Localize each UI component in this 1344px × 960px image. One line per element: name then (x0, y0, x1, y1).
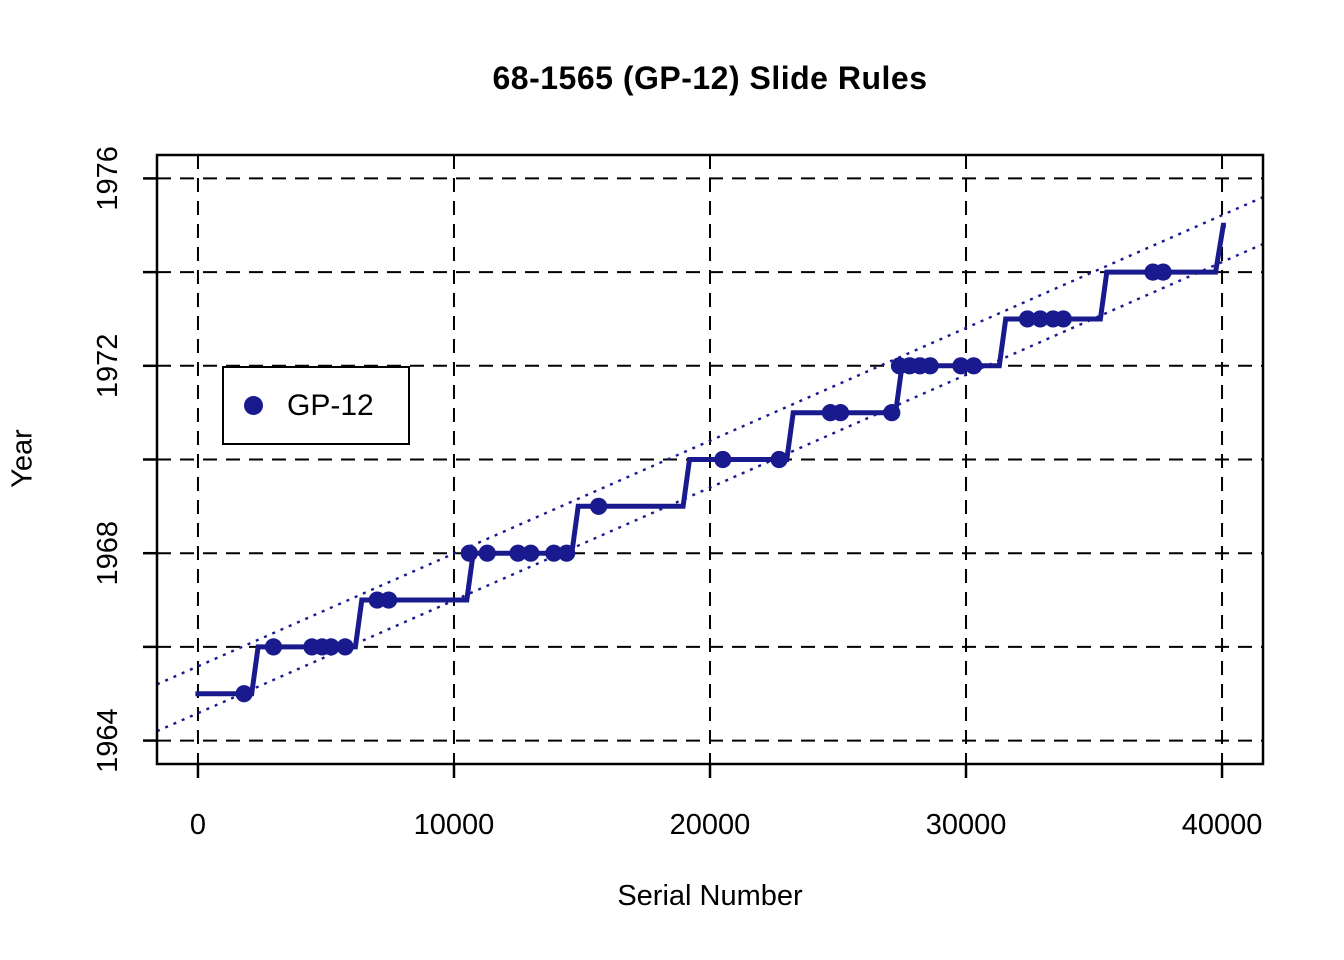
data-point (883, 404, 901, 422)
legend-series-label: GP-12 (287, 388, 374, 422)
y-axis-title: Year (6, 429, 39, 488)
step-fit-line (195, 222, 1226, 697)
data-point (1154, 263, 1172, 281)
x-tick-label: 40000 (1182, 809, 1263, 841)
data-point (336, 638, 354, 656)
data-point (509, 544, 527, 562)
data-point (545, 544, 563, 562)
data-point (1031, 310, 1049, 328)
data-point (714, 450, 732, 469)
legend: GP-12 (222, 366, 410, 445)
data-point (921, 357, 939, 375)
upper-estimate-line (156, 196, 1264, 686)
legend-marker-dot-icon (244, 396, 263, 415)
y-tick-label: 1976 (92, 146, 124, 211)
data-point (322, 638, 340, 656)
x-tick-label: 0 (190, 809, 206, 841)
data-point (1018, 310, 1037, 328)
data-point (965, 357, 983, 375)
y-tick-label: 1972 (92, 334, 124, 399)
data-point (264, 638, 283, 656)
x-tick-label: 10000 (414, 809, 495, 841)
y-tick-label: 1964 (92, 708, 124, 773)
data-point (1054, 310, 1072, 328)
lower-estimate-line (156, 242, 1264, 733)
data-point (522, 544, 540, 562)
data-point (952, 357, 970, 375)
chart-title: 68-1565 (GP-12) Slide Rules (492, 60, 928, 96)
data-point (770, 450, 788, 469)
data-point (235, 685, 253, 703)
data-point (590, 497, 608, 515)
data-point (380, 591, 398, 609)
y-tick-label: 1968 (92, 521, 124, 586)
data-point (558, 544, 576, 562)
x-axis-title: Serial Number (617, 880, 803, 912)
data-point (831, 404, 850, 422)
x-tick-label: 20000 (670, 809, 751, 841)
x-tick-label: 30000 (926, 809, 1007, 841)
data-point (460, 544, 478, 562)
data-point (478, 544, 496, 562)
